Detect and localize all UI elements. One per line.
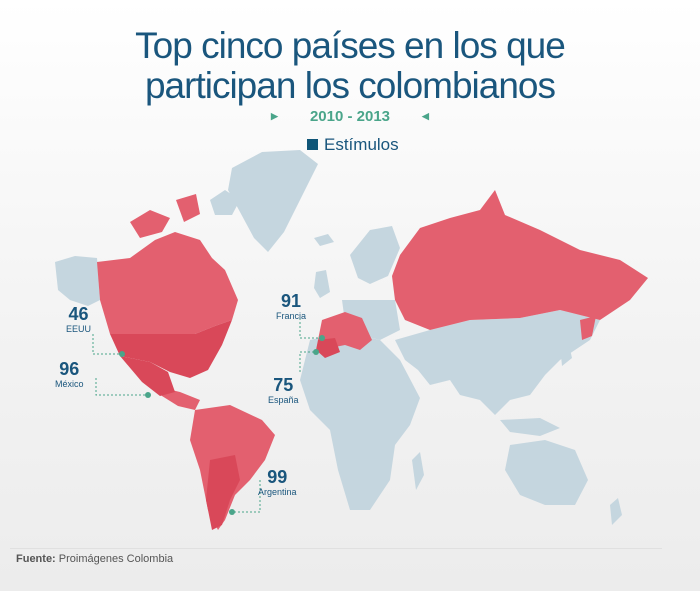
callout-lines (92, 318, 322, 513)
canada (97, 232, 238, 334)
francia-dot (319, 335, 325, 341)
alaska (55, 256, 100, 306)
spain (316, 338, 340, 358)
espana-dot (313, 349, 319, 355)
asia (395, 310, 600, 415)
chart-title: Top cinco países en los que participan l… (0, 26, 700, 106)
title-line-1: Top cinco países en los que (135, 25, 566, 66)
madagascar (412, 452, 424, 490)
title-line-2: participan los colombianos (144, 65, 556, 106)
callout-dots (119, 335, 325, 515)
legend-label: Estímulos (324, 135, 399, 154)
period-label: ▶ 2010 - 2013 ◀ (0, 108, 700, 125)
argentina-value: 99 (267, 467, 288, 487)
source-text: Proimágenes Colombia (58, 553, 174, 565)
espana-label: España (268, 395, 299, 405)
left-arrow-icon: ◀ (422, 111, 429, 121)
francia-label: Francia (276, 311, 307, 321)
francia-value: 91 (280, 291, 302, 311)
espana-value: 75 (273, 375, 294, 395)
argentina-line (232, 480, 261, 513)
eeuu-line (92, 334, 122, 355)
canada-arctic-2 (176, 194, 200, 222)
mexico-value: 96 (59, 359, 80, 379)
greenland (228, 150, 318, 252)
russia (392, 190, 648, 330)
eeuu-label: EEUU (66, 324, 92, 334)
footer-divider (10, 548, 662, 549)
callout-argentina: 99 Argentina (258, 468, 297, 498)
mexico-line (95, 378, 148, 396)
eeuu-dot (119, 351, 125, 357)
land-masses (55, 150, 622, 525)
top-five-countries (110, 320, 340, 530)
indonesia (500, 418, 560, 436)
argentina-label: Argentina (258, 487, 297, 497)
uk (314, 270, 330, 298)
mexico (120, 356, 175, 396)
espana-line (299, 351, 316, 372)
callout-espana: 75 España (268, 376, 299, 406)
callout-mexico: 96 México (55, 360, 84, 390)
new-zealand (610, 498, 622, 525)
callout-eeuu: 46 EEUU (66, 305, 91, 335)
francia-line (299, 318, 322, 339)
kamchatka (580, 316, 596, 340)
source-prefix: Fuente: (16, 553, 56, 565)
mexico-label: México (55, 379, 84, 389)
argentina-dot (229, 509, 235, 515)
scandinavia (350, 226, 400, 284)
japan (560, 340, 572, 366)
arctic-islands (210, 190, 240, 215)
eeuu-value: 46 (68, 304, 89, 324)
usa (110, 320, 232, 378)
australia (505, 440, 588, 505)
argentina (206, 455, 240, 530)
legend-swatch (307, 139, 318, 150)
callout-francia: 91 Francia (276, 292, 306, 322)
canada-arctic (130, 210, 170, 238)
mexico-dot (145, 392, 151, 398)
source-note: Fuente: Proimágenes Colombia (16, 553, 173, 565)
iceland (314, 234, 334, 246)
legend: Estímulos (307, 135, 399, 155)
period-text: 2010 - 2013 (309, 108, 391, 125)
right-arrow-icon: ▶ (271, 111, 278, 121)
africa (300, 332, 420, 510)
